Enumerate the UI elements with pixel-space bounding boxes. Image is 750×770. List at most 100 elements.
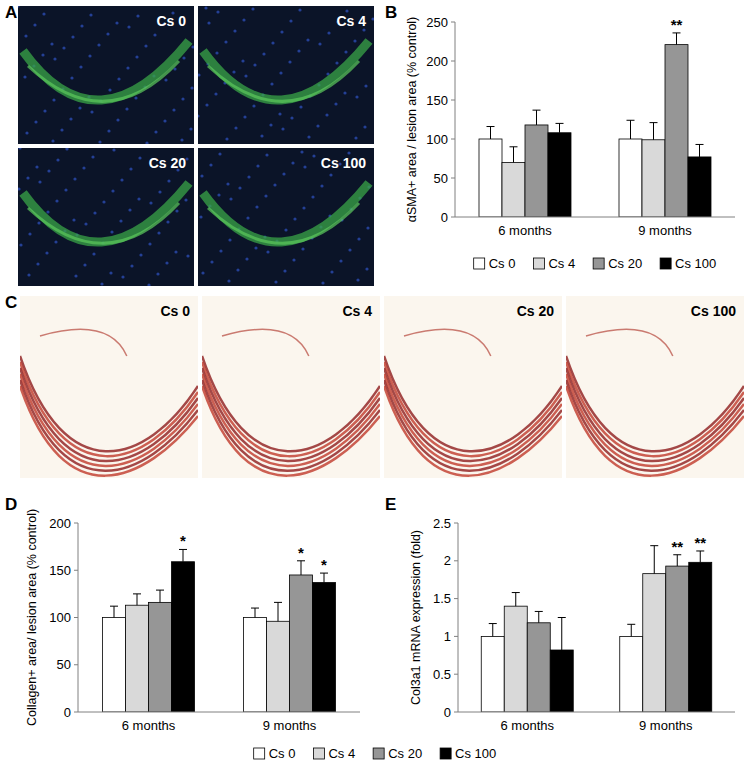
significance: ** bbox=[671, 538, 683, 555]
micrograph-content bbox=[202, 296, 380, 478]
nucleus bbox=[89, 13, 92, 16]
error-bar bbox=[179, 549, 187, 561]
error-stem bbox=[278, 602, 279, 621]
nucleus bbox=[117, 77, 120, 80]
error-cap bbox=[650, 545, 658, 546]
micrograph bbox=[16, 4, 194, 144]
nucleus bbox=[254, 246, 257, 249]
stain bbox=[203, 183, 369, 242]
error-stem bbox=[631, 624, 632, 636]
bar bbox=[643, 574, 666, 712]
nucleus bbox=[334, 102, 337, 105]
bar bbox=[149, 602, 172, 712]
nucleus bbox=[274, 280, 277, 283]
nucleus bbox=[60, 128, 63, 131]
nucleus bbox=[24, 34, 27, 37]
y-tick bbox=[454, 674, 458, 675]
error-stem bbox=[559, 123, 560, 132]
nucleus bbox=[165, 261, 168, 264]
nucleus bbox=[182, 56, 185, 59]
y-tick bbox=[454, 636, 458, 637]
micrograph-content bbox=[18, 148, 194, 286]
legend-label: Cs 100 bbox=[455, 746, 496, 761]
nucleus bbox=[284, 228, 287, 231]
nucleus bbox=[280, 30, 283, 33]
stain bbox=[20, 374, 198, 466]
legend-label: Cs 0 bbox=[269, 746, 296, 761]
error-stem bbox=[490, 127, 491, 139]
nucleus bbox=[174, 250, 177, 253]
error-cap bbox=[627, 120, 635, 121]
bar bbox=[548, 133, 571, 217]
error-bar bbox=[673, 555, 681, 566]
nucleus bbox=[18, 148, 21, 150]
nucleus bbox=[65, 148, 68, 151]
nucleus bbox=[238, 186, 241, 189]
error-cap bbox=[487, 126, 495, 127]
nucleus bbox=[226, 182, 229, 185]
figure: ACs 0Cs 4Cs 20Cs 100CCs 0Cs 4Cs 20Cs 100… bbox=[0, 0, 750, 770]
y-axis-label: αSMA+ area / lesion area (% control) bbox=[405, 17, 419, 223]
y-tick bbox=[451, 178, 455, 179]
significance: * bbox=[321, 556, 327, 573]
nucleus bbox=[129, 167, 132, 170]
y-tick-label: 2 bbox=[444, 553, 451, 568]
micrograph-content bbox=[198, 148, 374, 286]
micrograph-bg bbox=[18, 148, 194, 286]
y-tick-label: 50 bbox=[57, 657, 71, 672]
micrograph bbox=[198, 148, 374, 286]
y-tick-label: 1 bbox=[444, 629, 451, 644]
micrograph-bg bbox=[198, 148, 374, 286]
nucleus bbox=[148, 242, 151, 245]
nucleus bbox=[307, 135, 310, 138]
micrograph bbox=[566, 296, 744, 478]
nucleus bbox=[289, 19, 292, 22]
error-cap bbox=[533, 110, 541, 111]
error-cap bbox=[627, 624, 635, 625]
bar bbox=[550, 650, 573, 712]
nucleus bbox=[149, 201, 152, 204]
nucleus bbox=[364, 84, 367, 87]
y-tick bbox=[74, 523, 78, 524]
error-stem bbox=[536, 110, 537, 125]
error-cap bbox=[512, 592, 520, 593]
y-axis bbox=[455, 22, 456, 217]
nucleus bbox=[354, 136, 357, 139]
nucleus bbox=[198, 114, 200, 117]
error-stem bbox=[160, 590, 161, 602]
nucleus bbox=[283, 269, 286, 272]
nucleus bbox=[181, 97, 184, 100]
y-tick-label: 250 bbox=[426, 15, 448, 30]
nucleus bbox=[210, 260, 213, 263]
nucleus bbox=[167, 179, 170, 182]
micrograph bbox=[384, 296, 562, 478]
y-tick bbox=[74, 664, 78, 665]
stain bbox=[384, 386, 562, 476]
x-tick-label: 9 months bbox=[638, 223, 692, 238]
error-bar bbox=[297, 561, 305, 575]
bar bbox=[620, 636, 643, 712]
nucleus bbox=[26, 176, 29, 179]
bar bbox=[126, 605, 149, 712]
nucleus bbox=[180, 138, 183, 141]
nucleus bbox=[109, 271, 112, 274]
y-tick bbox=[74, 570, 78, 571]
micrograph bbox=[202, 296, 380, 478]
nucleus bbox=[253, 63, 256, 66]
y-tick-label: 0 bbox=[444, 705, 451, 720]
nucleus bbox=[80, 24, 83, 27]
nucleus bbox=[270, 82, 273, 85]
annotations: **** bbox=[671, 534, 706, 555]
error-stem bbox=[137, 594, 138, 605]
legend: Cs 0Cs 4Cs 20Cs 100 bbox=[254, 746, 497, 761]
y-tick-label: 0.5 bbox=[433, 667, 451, 682]
nucleus bbox=[83, 263, 86, 266]
bar bbox=[642, 140, 665, 217]
nucleus bbox=[303, 165, 306, 168]
micrograph-content bbox=[566, 296, 744, 478]
legend-label: Cs 4 bbox=[328, 746, 355, 761]
nucleus bbox=[56, 158, 59, 161]
nucleus bbox=[204, 6, 207, 9]
nucleus bbox=[297, 49, 300, 52]
error-cap bbox=[535, 611, 543, 612]
